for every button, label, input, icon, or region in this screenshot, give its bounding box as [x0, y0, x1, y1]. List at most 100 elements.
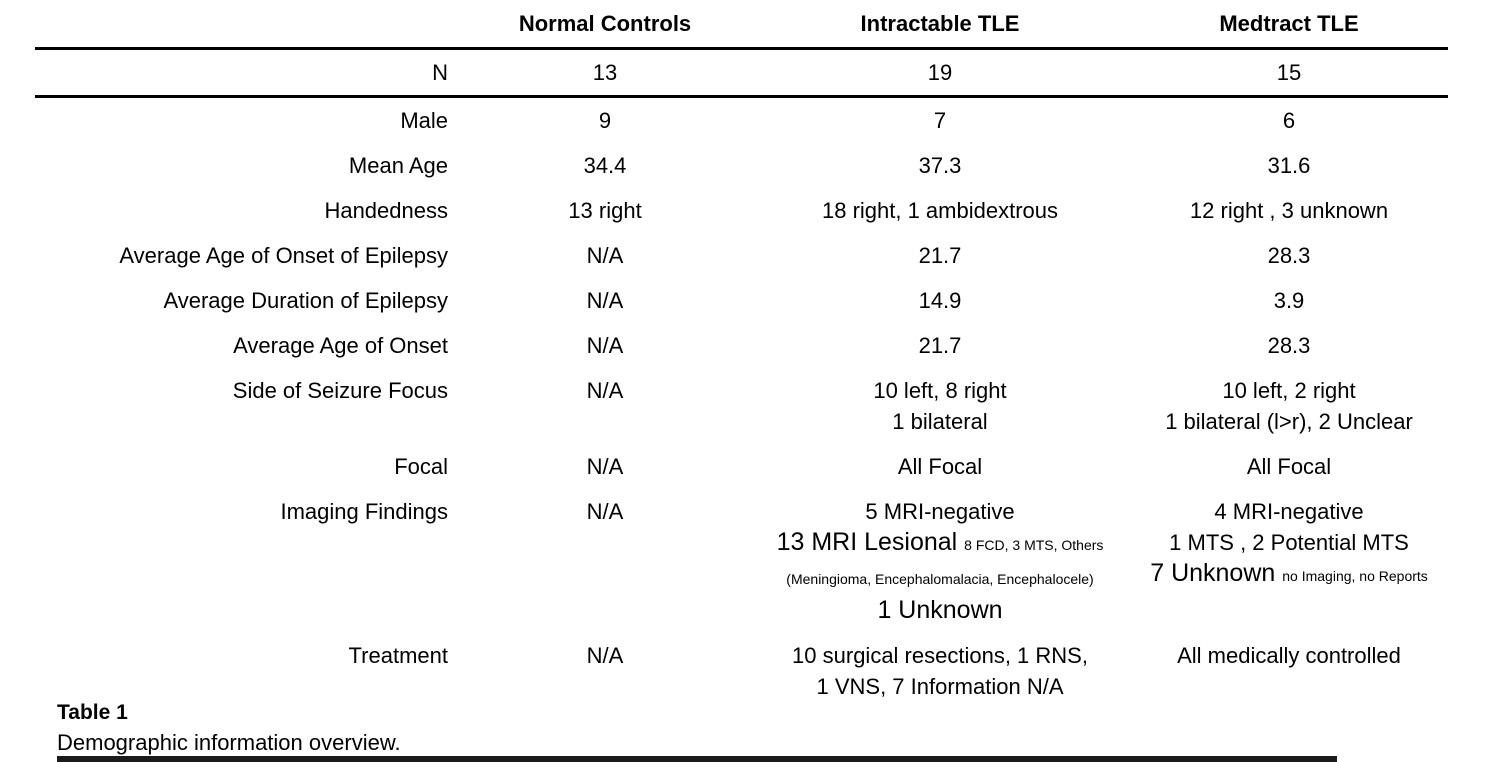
cell-line: 21.7 — [918, 243, 962, 268]
row-label: Treatment — [348, 643, 448, 668]
row-label: Focal — [394, 454, 448, 479]
table-cell-normal-controls: 13 — [460, 48, 750, 98]
cell-line: 13 — [592, 60, 618, 85]
cell-line: 19 — [927, 60, 953, 85]
cell-line: 7 Unknown no Imaging, no Reports — [1150, 559, 1428, 587]
cell-line: 31.6 — [1267, 153, 1311, 178]
table-row: Average Age of Onset N/A 21.7 28.3 — [35, 323, 1448, 368]
cell-line: N/A — [586, 499, 624, 524]
cell-line: 10 left, 8 right — [873, 378, 1007, 403]
cell-line: 1 Unknown — [877, 596, 1003, 624]
table-cell-normal-controls: 13 right — [460, 188, 750, 233]
cell-line: N/A — [586, 643, 624, 668]
cell-line: 10 surgical resections, 1 RNS, — [792, 643, 1088, 668]
row-label: Average Age of Onset of Epilepsy — [119, 243, 448, 268]
header-row: Normal Controls Intractable TLE Medtract… — [35, 2, 1448, 50]
table-cell-intractable-tle: 21.7 — [750, 323, 1130, 368]
table-cell-intractable-tle: 21.7 — [750, 233, 1130, 278]
table-cell-normal-controls: N/A — [460, 323, 750, 368]
row-label: Mean Age — [348, 153, 448, 178]
table-cell-intractable-tle: 37.3 — [750, 143, 1130, 188]
cell-line: 4 MRI-negative — [1214, 499, 1364, 524]
table-row: Mean Age 34.4 37.3 31.6 — [35, 143, 1448, 188]
table-cell-medtract-tle: 28.3 — [1130, 233, 1448, 278]
table-row: N 13 19 15 — [35, 48, 1448, 98]
table-cell-normal-controls: 34.4 — [460, 143, 750, 188]
table-row: Average Duration of Epilepsy N/A 14.9 3.… — [35, 278, 1448, 323]
cell-line: 5 MRI-negative — [865, 499, 1015, 524]
cell-line: 6 — [1282, 108, 1296, 133]
table-cell-normal-controls: N/A — [460, 368, 750, 444]
cell-line: 10 left, 2 right — [1222, 378, 1356, 403]
table-cell-medtract-tle: 3.9 — [1130, 278, 1448, 323]
row-label: Average Age of Onset — [233, 333, 448, 358]
table-cell-intractable-tle: 18 right, 1 ambidextrous — [750, 188, 1130, 233]
table-cell-intractable-tle: 5 MRI-negative 13 MRI Lesional 8 FCD, 3 M… — [750, 489, 1130, 633]
cell-line: 28.3 — [1267, 243, 1311, 268]
table-cell-medtract-tle: 31.6 — [1130, 143, 1448, 188]
table-row: Imaging Findings N/A 5 MRI-negative 13 MR… — [35, 489, 1448, 633]
cell-line: 34.4 — [583, 153, 627, 178]
table-row: Focal N/A All Focal All Focal — [35, 444, 1448, 489]
cell-line: All Focal — [897, 454, 983, 479]
cell-line: All medically controlled — [1177, 643, 1401, 668]
cell-line: N/A — [586, 288, 624, 313]
table-header: Normal Controls Intractable TLE Medtract… — [35, 2, 1448, 50]
table-cell-normal-controls: N/A — [460, 633, 750, 709]
table-cell-intractable-tle: 7 — [750, 97, 1130, 144]
table-cell-medtract-tle: 12 right , 3 unknown — [1130, 188, 1448, 233]
table-cell-normal-controls: N/A — [460, 278, 750, 323]
table-caption: Table 1 Demographic information overview… — [57, 698, 401, 758]
table-cell-intractable-tle: 10 surgical resections, 1 RNS, 1 VNS, 7 I… — [750, 633, 1130, 709]
cell-line: 1 bilateral (l>r), 2 Unclear — [1165, 409, 1413, 434]
cell-line: 1 bilateral — [892, 409, 988, 434]
table-cell-intractable-tle: 14.9 — [750, 278, 1130, 323]
table-cell-medtract-tle: 15 — [1130, 48, 1448, 98]
cell-line: 7 — [933, 108, 947, 133]
table-cell-normal-controls: N/A — [460, 444, 750, 489]
row-label: N — [35, 48, 460, 98]
cell-line: 15 — [1276, 60, 1302, 85]
table-container: Normal Controls Intractable TLE Medtract… — [35, 2, 1448, 709]
table-caption-text: Demographic information overview. — [57, 730, 401, 755]
column-header-normal-controls: Normal Controls — [460, 2, 750, 50]
table-cell-intractable-tle: 10 left, 8 right 1 bilateral — [750, 368, 1130, 444]
cell-line: N/A — [586, 243, 624, 268]
demographics-table: Normal Controls Intractable TLE Medtract… — [35, 2, 1448, 709]
table-row: Treatment N/A 10 surgical resections, 1 … — [35, 633, 1448, 709]
column-header-intractable-tle: Intractable TLE — [750, 2, 1130, 50]
cell-line: 1 MTS , 2 Potential MTS — [1169, 530, 1409, 555]
table-row: Side of Seizure Focus N/A 10 left, 8 rig… — [35, 368, 1448, 444]
cell-line: (Meningioma, Encephalomalacia, Encephalo… — [786, 571, 1094, 587]
cell-line: 18 right, 1 ambidextrous — [821, 198, 1059, 223]
table-row: Handedness 13 right 18 right, 1 ambidext… — [35, 188, 1448, 233]
table-cell-intractable-tle: All Focal — [750, 444, 1130, 489]
cell-line: 37.3 — [918, 153, 962, 178]
table-cell-normal-controls: N/A — [460, 233, 750, 278]
cell-line: 12 right , 3 unknown — [1189, 198, 1389, 223]
column-header-blank — [35, 2, 460, 50]
row-label: Imaging Findings — [280, 499, 448, 524]
cell-line: 21.7 — [918, 333, 962, 358]
table-cell-normal-controls: N/A — [460, 489, 750, 633]
cropped-bottom-rule — [57, 756, 1337, 762]
row-label: Male — [400, 108, 448, 133]
row-label: Handedness — [324, 198, 448, 223]
cell-line: All Focal — [1246, 454, 1332, 479]
cell-line: 14.9 — [918, 288, 962, 313]
column-header-medtract-tle: Medtract TLE — [1130, 2, 1448, 50]
row-label: Average Duration of Epilepsy — [163, 288, 448, 313]
cell-line: 9 — [598, 108, 612, 133]
cell-line: 28.3 — [1267, 333, 1311, 358]
cell-line: N/A — [586, 454, 624, 479]
table-body: N 13 19 15 Male 9 7 6 Mean Age 34.4 37.3… — [35, 48, 1448, 710]
row-label: Side of Seizure Focus — [232, 378, 448, 403]
cell-line: N/A — [586, 378, 624, 403]
cell-line: 1 VNS, 7 Information N/A — [816, 674, 1064, 699]
table-cell-normal-controls: 9 — [460, 97, 750, 144]
table-cell-medtract-tle: 6 — [1130, 97, 1448, 144]
table-caption-title: Table 1 — [57, 701, 128, 724]
table-cell-medtract-tle: All Focal — [1130, 444, 1448, 489]
table-cell-medtract-tle: All medically controlled — [1130, 633, 1448, 709]
table-cell-medtract-tle: 10 left, 2 right 1 bilateral (l>r), 2 Unc… — [1130, 368, 1448, 444]
